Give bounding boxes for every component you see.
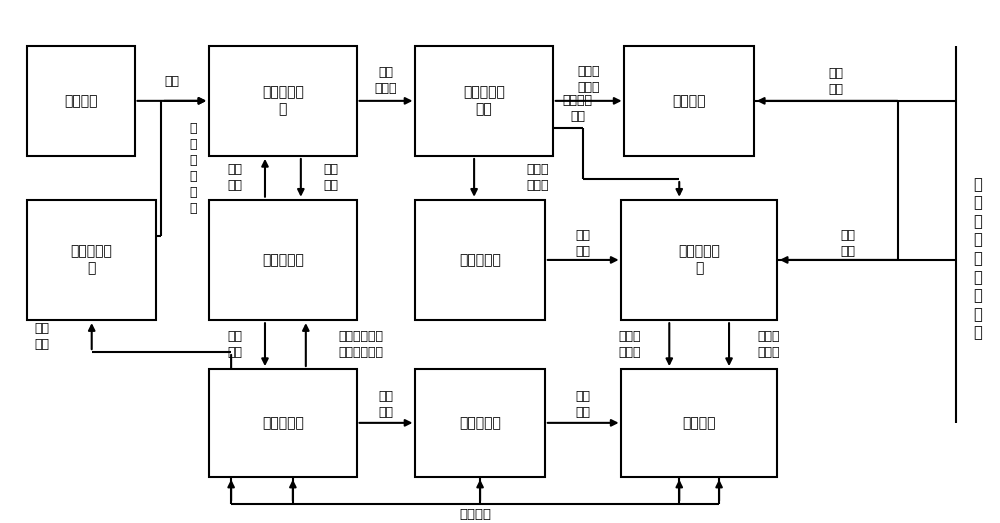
Text: 信号源模块: 信号源模块 xyxy=(459,416,501,430)
FancyBboxPatch shape xyxy=(624,46,754,156)
FancyBboxPatch shape xyxy=(621,200,777,320)
Text: 上位机模块: 上位机模块 xyxy=(262,253,304,267)
FancyBboxPatch shape xyxy=(621,369,777,477)
Text: 射频参考
信号: 射频参考 信号 xyxy=(563,95,593,123)
FancyBboxPatch shape xyxy=(209,46,357,156)
Text: 配置
信息: 配置 信息 xyxy=(228,163,243,192)
FancyBboxPatch shape xyxy=(27,200,156,320)
FancyBboxPatch shape xyxy=(415,200,545,320)
Text: 基带参
考信号: 基带参 考信号 xyxy=(618,330,641,359)
Text: 扫
描
探
头
的
位
置
信
息: 扫 描 探 头 的 位 置 信 息 xyxy=(974,177,982,340)
Text: 脉
冲
同
步
信
号: 脉 冲 同 步 信 号 xyxy=(190,122,197,215)
FancyBboxPatch shape xyxy=(415,369,545,477)
Text: 同步控制模
块: 同步控制模 块 xyxy=(71,244,113,276)
Text: 射频发
射信号: 射频发 射信号 xyxy=(577,65,600,94)
Text: 配置
信息: 配置 信息 xyxy=(576,390,591,419)
FancyBboxPatch shape xyxy=(209,200,357,320)
Text: 供电
波控码: 供电 波控码 xyxy=(375,66,397,95)
Text: 配置
信息: 配置 信息 xyxy=(378,390,393,419)
Text: 放大
信号: 放大 信号 xyxy=(576,229,591,258)
Text: 交换机模块: 交换机模块 xyxy=(262,416,304,430)
Text: 待测相控阵
天线: 待测相控阵 天线 xyxy=(463,85,505,117)
Text: 电源模块: 电源模块 xyxy=(64,94,98,108)
Text: 配置
信息: 配置 信息 xyxy=(829,67,844,96)
Text: 射频接
收信号: 射频接 收信号 xyxy=(526,163,548,192)
Text: 采集数据: 采集数据 xyxy=(459,508,491,521)
FancyBboxPatch shape xyxy=(27,46,135,156)
Text: 低噪放模块: 低噪放模块 xyxy=(459,253,501,267)
Text: 基带接
收信号: 基带接 收信号 xyxy=(758,330,780,359)
Text: 信号调理模
块: 信号调理模 块 xyxy=(678,244,720,276)
Text: 校准控制模
块: 校准控制模 块 xyxy=(262,85,304,117)
Text: 配置
信息: 配置 信息 xyxy=(228,330,243,359)
Text: 状态
信息: 状态 信息 xyxy=(323,163,338,192)
Text: 探头的位置信
息和采集数据: 探头的位置信 息和采集数据 xyxy=(338,330,383,359)
Text: 矢网模块: 矢网模块 xyxy=(682,416,716,430)
Text: 配置
信息: 配置 信息 xyxy=(34,322,49,350)
Text: 扫描模块: 扫描模块 xyxy=(672,94,706,108)
FancyBboxPatch shape xyxy=(415,46,553,156)
FancyBboxPatch shape xyxy=(209,369,357,477)
Text: 配置
信息: 配置 信息 xyxy=(840,229,855,257)
Text: 供电: 供电 xyxy=(164,75,179,88)
